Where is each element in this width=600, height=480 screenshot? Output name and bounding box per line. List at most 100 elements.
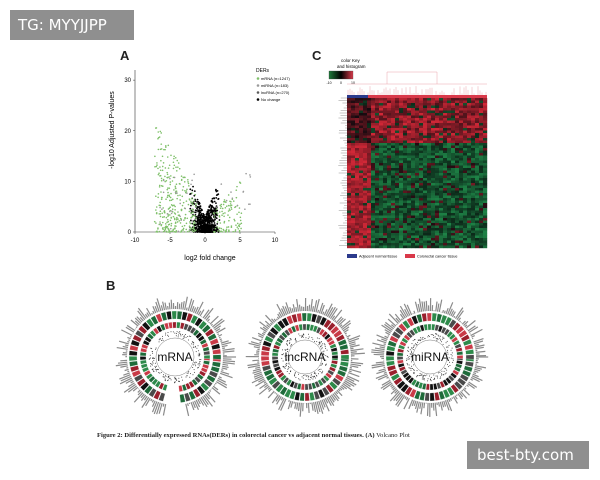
heatmap-cell <box>375 158 380 161</box>
point-mrna <box>176 197 178 200</box>
heatmap-cell <box>427 128 432 131</box>
point-no-change <box>197 203 200 206</box>
heatmap-cell <box>355 218 360 221</box>
heatmap-cell <box>479 228 484 231</box>
heatmap-cell <box>435 235 440 239</box>
circos-histogram-bar <box>154 306 159 313</box>
circos-histogram-bar <box>209 315 219 325</box>
heatmap-cell <box>467 135 472 139</box>
heatmap-cell <box>459 168 464 171</box>
heatmap-cell <box>455 120 460 124</box>
heatmap-cell <box>391 143 396 146</box>
heatmap-cell <box>371 103 376 106</box>
heatmap-cell <box>467 173 472 176</box>
point-mrna <box>176 216 178 219</box>
heatmap-cell <box>379 235 384 239</box>
circos-point <box>448 361 450 363</box>
circos-segment <box>315 326 322 334</box>
circos-segment <box>340 349 350 355</box>
circos-point <box>308 336 310 338</box>
heatmap-cell <box>379 188 384 191</box>
circos-segment <box>136 378 147 387</box>
heatmap-cell <box>423 165 428 169</box>
heatmap-cell <box>459 163 464 166</box>
circos-histogram-bar <box>438 402 441 407</box>
circos-segment <box>294 391 301 401</box>
heatmap-cell <box>411 175 416 179</box>
circos-point <box>156 368 158 370</box>
heatmap-cell <box>455 225 460 229</box>
point-mrna <box>169 181 172 183</box>
circos-histogram-bar <box>345 376 355 382</box>
heatmap-cell <box>387 173 392 176</box>
circos-point <box>314 340 316 342</box>
heatmap-cell <box>479 243 484 246</box>
circos-point <box>313 376 315 378</box>
heatmap-cell <box>455 103 460 106</box>
heatmap-cell <box>443 165 448 169</box>
heatmap-cell <box>427 163 432 166</box>
circos-segment <box>401 337 409 344</box>
circos-point <box>409 353 411 355</box>
heatmap-cell <box>383 218 388 221</box>
heatmap-cell <box>419 133 424 136</box>
watermark-top-left: TG: MYYJJPP <box>10 10 134 40</box>
circos-point <box>321 347 323 349</box>
heatmap-cell <box>415 108 420 111</box>
point-mrna <box>167 208 170 210</box>
circos-segment <box>427 323 432 331</box>
heatmap-cell <box>355 120 360 124</box>
circos-histogram-bar <box>329 308 338 320</box>
heatmap-cell <box>379 158 384 161</box>
heatmap-cell <box>363 220 368 224</box>
heatmap-cell <box>391 140 396 144</box>
caption-normal: Volcano Plot <box>376 432 410 439</box>
circos-point <box>323 343 325 345</box>
heatmap-cell <box>407 138 412 141</box>
circos-histogram-bar <box>435 301 438 312</box>
heatmap: color Key and histogram -10 0 10 Adjacent … <box>326 58 488 259</box>
point-mrna <box>166 188 169 191</box>
point-mrna <box>173 227 176 230</box>
circos-histogram-bar <box>276 396 282 405</box>
heatmap-cell <box>419 130 424 134</box>
heatmap-cell <box>411 233 416 236</box>
circos-histogram-bar <box>275 395 281 402</box>
heatmap-cell <box>439 130 444 134</box>
heatmap-cell <box>379 113 384 116</box>
heatmap-cell <box>371 163 376 166</box>
point-mrna <box>239 182 242 184</box>
circos-point <box>441 370 443 372</box>
point-mrna <box>180 175 183 177</box>
heatmap-cell <box>383 233 388 236</box>
heatmap-cell <box>467 143 472 146</box>
circos-point <box>149 357 151 359</box>
heatmap-cell <box>419 193 424 196</box>
point-mrna <box>234 230 237 233</box>
point-mirna <box>215 206 217 209</box>
heatmap-cell <box>447 140 452 144</box>
circos-point <box>282 360 284 362</box>
y-tick-label: 30 <box>124 78 131 84</box>
point-no-change <box>210 228 213 231</box>
point-mrna <box>193 214 196 217</box>
heatmap-cell <box>447 203 452 206</box>
heatmap-cell <box>483 175 488 179</box>
point-mrna <box>227 204 230 207</box>
heatmap-cell <box>443 195 448 199</box>
heatmap-cell <box>375 140 380 144</box>
heatmap-cell <box>455 143 460 146</box>
heatmap-cell <box>423 185 428 189</box>
heatmap-cell <box>447 245 452 249</box>
point-mrna <box>165 216 168 219</box>
heatmap-cell <box>439 113 444 116</box>
heatmap-cell <box>431 158 436 161</box>
circos-point <box>161 339 163 341</box>
point-mrna <box>173 218 176 221</box>
circos-point <box>165 376 167 378</box>
heatmap-cell <box>363 180 368 184</box>
circos-histogram-bar <box>132 386 139 392</box>
heatmap-cell <box>399 183 404 186</box>
heatmap-cell <box>383 223 388 226</box>
circos-segment <box>271 352 279 357</box>
